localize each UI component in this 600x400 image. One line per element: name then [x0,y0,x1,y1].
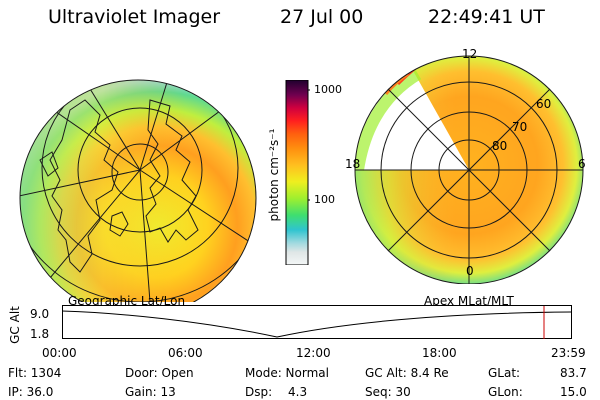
mlat-label-60: 60 [536,97,552,111]
gain-value: Gain: 13 [125,385,176,399]
colorbar-tick-1000: 1000 [314,83,342,96]
colorbar [285,80,310,265]
colorbar-tick-100: 100 [314,193,335,206]
app-title: Ultraviolet Imager [48,6,221,28]
altitude-curve [62,310,572,338]
glon-value: 15.0 [560,385,587,399]
time-tick-0000: 00:00 [42,346,77,360]
time-tick-2359: 23:59 [551,346,586,360]
mlt-label-6: 6 [578,157,586,171]
mode-value: Mode: Normal [245,366,329,380]
time-readout: 22:49:41 UT [428,6,545,28]
glat-value: 83.7 [560,366,587,380]
flight-number: Flt: 1304 [8,366,62,380]
mlat-label-70: 70 [512,120,528,134]
colorbar-label: photon cm⁻²s⁻¹ [267,128,281,222]
ip-value: IP: 36.0 [8,385,54,399]
mlt-grid [354,55,584,284]
mlt-label-18: 18 [345,157,361,171]
glat-label: GLat: [488,366,521,380]
dsp-value: 4.3 [288,385,308,399]
glon-label: GLon: [488,385,523,399]
dsp-label: Dsp: [245,385,273,399]
date-readout: 27 Jul 00 [280,6,364,28]
sequence-number: Seq: 30 [365,385,411,399]
geographic-image [19,79,257,302]
magnetic-image [354,55,584,284]
door-status: Door: Open [125,366,194,380]
time-tick-1800: 18:00 [422,346,457,360]
apex-projection-label: Apex MLat/MLT [424,294,514,308]
altitude-ylabel: GC Alt [7,306,22,344]
geographic-projection-label: Geographic Lat/Lon [68,294,186,308]
mlat-label-80: 80 [492,139,508,153]
time-tick-0600: 06:00 [168,346,203,360]
gc-altitude: GC Alt: 8.4 Re [365,366,449,380]
mlt-label-0: 0 [466,264,474,278]
time-tick-1200: 12:00 [296,346,331,360]
altitude-plot [62,305,572,339]
altitude-ytick-1.8: 1.8 [30,327,50,341]
altitude-ytick-9: 9.0 [30,307,50,321]
mlt-label-12: 12 [462,47,478,61]
